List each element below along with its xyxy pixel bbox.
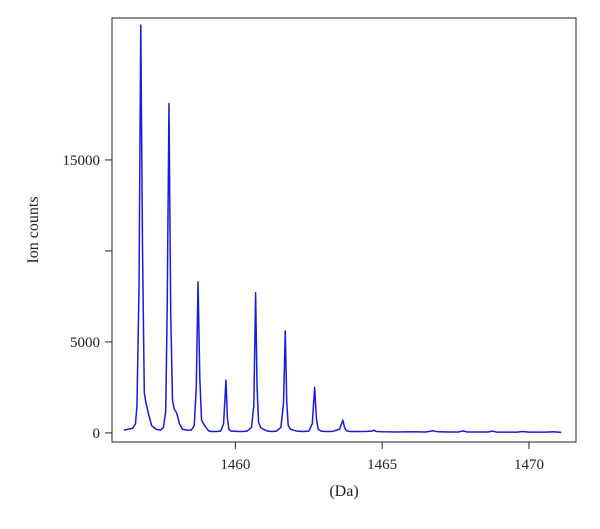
y-tick-label: 0 bbox=[93, 426, 101, 442]
x-axis-title: (Da) bbox=[329, 483, 358, 500]
y-tick-label: 5000 bbox=[70, 335, 100, 351]
y-axis: 0 5000 15000 bbox=[63, 153, 112, 442]
series-line bbox=[123, 24, 562, 434]
y-tick-label: 15000 bbox=[63, 153, 101, 169]
y-axis-title: Ion counts bbox=[25, 196, 42, 263]
x-tick-label: 1460 bbox=[220, 457, 250, 473]
x-tick-label: 1470 bbox=[514, 457, 544, 473]
x-axis: 1460 1465 1470 bbox=[220, 442, 544, 473]
x-tick-label: 1465 bbox=[367, 457, 397, 473]
plot-frame bbox=[111, 17, 577, 443]
